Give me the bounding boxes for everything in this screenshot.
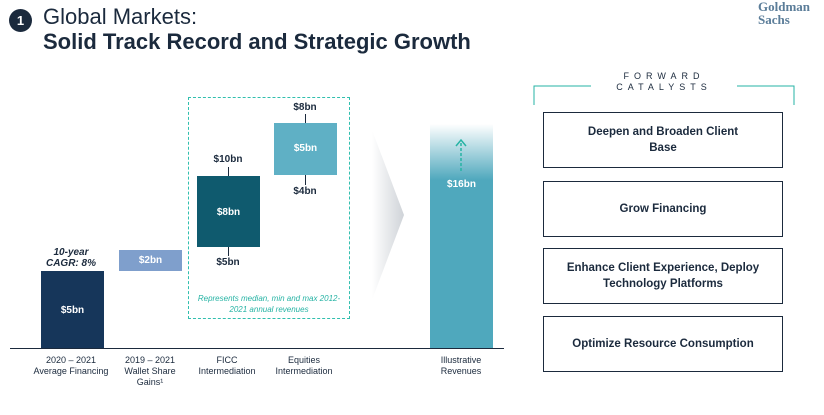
logo-line2: Sachs [758, 12, 790, 27]
bar-illustrative-revenues [430, 124, 493, 348]
equities-max-whisker [305, 114, 306, 123]
ficc-max-label: $10bn [213, 154, 243, 165]
bar-financing [41, 271, 104, 348]
category-label-equities: Equities Intermediation [275, 355, 333, 376]
catalysts-title: FORWARD CATALYSTS [535, 71, 793, 93]
range-annotation-note: Represents median, min and max 2012-2021… [197, 294, 341, 314]
chart-baseline [10, 348, 504, 349]
equities-min-whisker [305, 175, 306, 185]
catalyst-item: Optimize Resource Consumption [543, 316, 783, 372]
catalyst-item: Enhance Client Experience, Deploy Techno… [543, 248, 783, 304]
growth-arrow-icon [455, 138, 467, 172]
category-label-financing: 2020 – 2021 Average Financing [33, 355, 109, 376]
catalyst-item: Deepen and Broaden Client Base [543, 112, 783, 168]
bar-financing-label: $5bn [60, 305, 85, 316]
category-label-illustrative-revenues: Illustrative Revenues [440, 355, 482, 376]
bar-ficc-label: $8bn [216, 207, 241, 218]
catalysts-bracket [533, 85, 795, 105]
range-annotation-box [188, 97, 350, 319]
ficc-max-whisker [228, 167, 229, 177]
bar-equities-label: $5bn [293, 143, 318, 154]
bar-ficc [197, 176, 260, 247]
ficc-min-whisker [228, 247, 229, 256]
bar-wallet-share-label: $2bn [138, 255, 163, 266]
cagr-label: 10-year CAGR: 8% [45, 247, 96, 269]
category-label-ficc: FICC Intermediation [198, 355, 256, 376]
bar-wallet-share [119, 250, 182, 271]
ficc-min-label: $5bn [216, 257, 240, 268]
chevron-right-icon [372, 130, 404, 300]
page-title-line1: Global Markets: [43, 4, 198, 29]
equities-min-label: $4bn [293, 186, 317, 197]
page-title-line2: Solid Track Record and Strategic Growth [43, 29, 471, 54]
section-number-badge: 1 [9, 9, 32, 32]
catalysts-title-line2: CATALYSTS [616, 82, 712, 92]
catalysts-title-line1: FORWARD [623, 71, 705, 81]
bar-equities [274, 123, 337, 175]
equities-max-label: $8bn [293, 102, 317, 113]
bar-illustrative-revenues-label: $16bn [447, 179, 476, 190]
goldman-sachs-logo: Goldman Sachs [758, 0, 818, 26]
catalyst-item: Grow Financing [543, 181, 783, 237]
logo-line1: Goldman [758, 0, 811, 14]
category-label-wallet-share: 2019 – 2021 Wallet Share Gains¹ [124, 355, 176, 387]
